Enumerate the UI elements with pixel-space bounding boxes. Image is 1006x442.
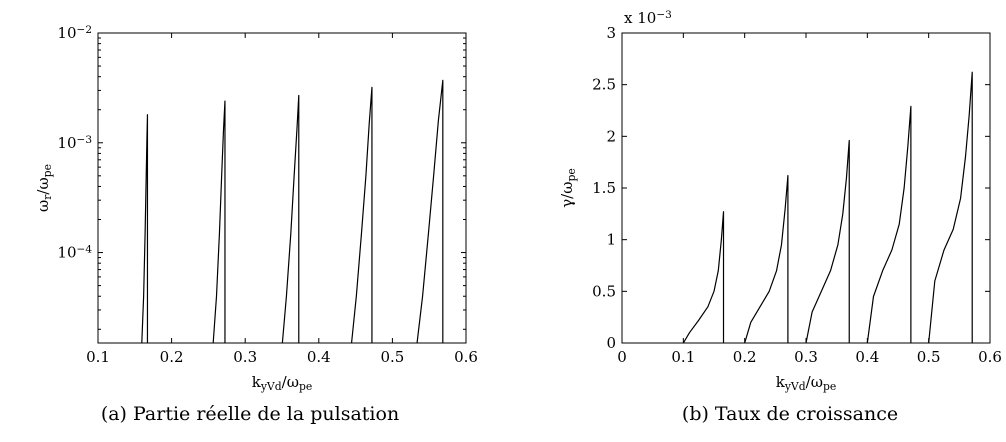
subfigure-caption: (b) Taux de croissance (682, 403, 898, 425)
x-tick-label: 0.3 (233, 348, 257, 366)
series-line-3 (805, 139, 850, 343)
series-line-4 (350, 86, 373, 343)
x-tick-label: 0.4 (307, 348, 331, 366)
series-line-1 (141, 114, 149, 343)
x-tick-label: 0.2 (733, 348, 757, 366)
x-tick-label: 0.3 (794, 348, 818, 366)
plot-frame (621, 32, 991, 344)
y-tick-label: 10−2 (57, 24, 92, 42)
x-tick-label: 0.5 (917, 348, 941, 366)
series-line-3 (281, 94, 300, 343)
chart-a: 0.1 0.2 0.3 0.4 0.5 0.6 10−4 10−3 10−2 kyVd/ωpe ωr… (34, 24, 478, 425)
series-line-4 (866, 105, 912, 343)
x-tick-label: 0 (617, 348, 627, 366)
y-tick-label: 10−3 (57, 134, 92, 152)
x-tick-label: 0.4 (855, 348, 879, 366)
series-line-2 (744, 175, 789, 343)
y-tick-label: 10−4 (57, 244, 92, 262)
y-tick-label: 2 (606, 127, 616, 145)
series-line-5 (416, 79, 444, 343)
x-tick-label: 0.6 (978, 348, 1002, 366)
series-line-5 (928, 71, 973, 343)
y-scale-note: x 10−3 (624, 9, 672, 27)
y-tick-label: 1.5 (592, 179, 616, 197)
x-axis-label: kyVd/ωpe (252, 373, 313, 393)
y-axis-label: γ/ωpe (558, 168, 578, 208)
chart-b: 0 0.1 0.2 0.3 0.4 0.5 0.6 0 0.5 1 1.5 2 2.5 3 x 10−3 ky… (558, 9, 1002, 425)
y-tick-label: 0.5 (592, 282, 616, 300)
y-tick-label: 3 (606, 24, 616, 42)
x-tick-label: 0.5 (380, 348, 404, 366)
series-line-2 (212, 100, 226, 343)
x-tick-label: 0.1 (671, 348, 695, 366)
x-tick-label: 0.2 (160, 348, 184, 366)
subfigure-caption: (a) Partie réelle de la pulsation (101, 403, 399, 425)
y-tick-label: 1 (606, 231, 616, 249)
plot-frame (97, 32, 467, 344)
x-tick-label: 0.1 (86, 348, 110, 366)
y-tick-label: 2.5 (592, 76, 616, 94)
y-axis-label: ωr/ωpe (34, 164, 54, 212)
x-tick-label: 0.6 (454, 348, 478, 366)
x-axis-label: kyVd/ωpe (776, 373, 837, 393)
y-tick-label: 0 (606, 334, 616, 352)
series-line-1 (682, 211, 725, 343)
